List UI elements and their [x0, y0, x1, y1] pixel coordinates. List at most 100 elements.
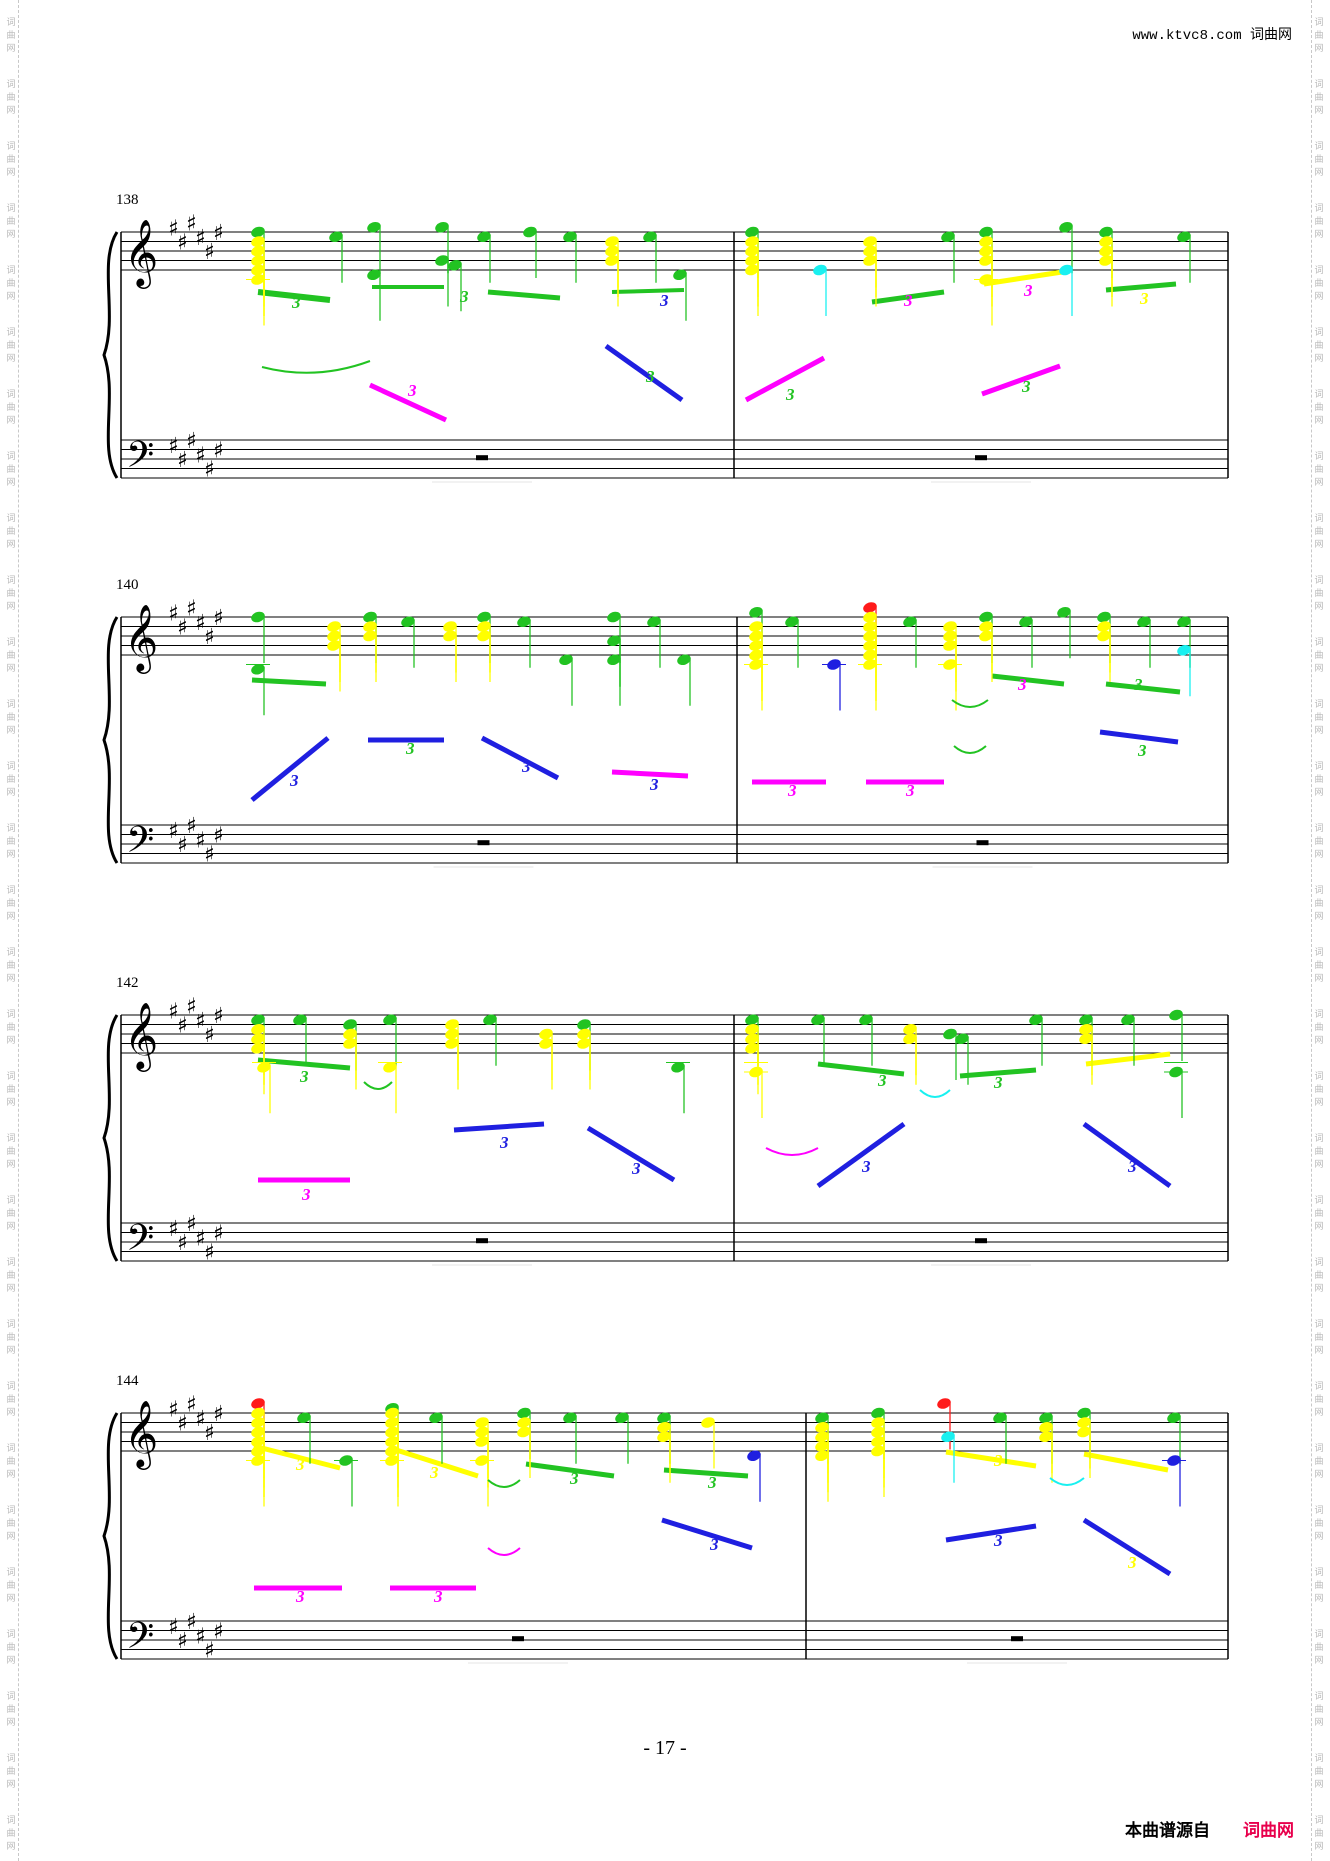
- watermark-char: 曲: [1314, 589, 1324, 599]
- watermark-char: 词: [1314, 1568, 1324, 1578]
- watermark-char: 词: [6, 824, 16, 834]
- watermark-char: 曲: [6, 775, 16, 785]
- key-sharp-icon: ♯: [195, 1009, 206, 1034]
- note-head: [871, 1407, 885, 1419]
- watermark-char: 词: [1314, 1754, 1324, 1764]
- key-sharp-icon: ♯: [213, 824, 224, 849]
- note-head: [943, 640, 957, 651]
- note-head: [251, 226, 265, 238]
- tuplet-number: 3: [289, 771, 299, 790]
- note-head: [1039, 1421, 1053, 1433]
- watermark-char: 曲: [1314, 713, 1324, 723]
- slur: [953, 745, 987, 754]
- measure-number: 140: [116, 577, 139, 593]
- note-head: [813, 264, 827, 276]
- watermark-char: 曲: [1314, 155, 1324, 165]
- note-beam: [1085, 1051, 1171, 1067]
- note-head: [1121, 1014, 1135, 1026]
- watermark-char: 曲: [6, 899, 16, 909]
- watermark-char: 词: [1314, 390, 1324, 400]
- watermark-char: 网: [1314, 416, 1324, 426]
- note-head: [657, 1431, 671, 1443]
- note-head: [979, 274, 993, 285]
- key-sharp-icon: ♯: [195, 443, 206, 468]
- watermark-char: 词: [1314, 700, 1324, 710]
- note-head: [657, 1421, 671, 1433]
- note-head: [701, 1417, 715, 1428]
- note-head: [607, 611, 621, 623]
- treble-clef-icon: 𝄞: [124, 1001, 158, 1072]
- watermark-char: 词: [1314, 1506, 1324, 1516]
- watermark-char: 词: [6, 1320, 16, 1330]
- note-head: [477, 621, 491, 632]
- note-head: [749, 649, 763, 661]
- watermark-char: 词: [1314, 328, 1324, 338]
- note-head: [1029, 1014, 1043, 1026]
- note-head: [1079, 1033, 1093, 1045]
- watermark-char: 词: [6, 1258, 16, 1268]
- treble-clef-icon: 𝄞: [124, 603, 158, 674]
- note-beam: [604, 343, 684, 403]
- watermark-char: 曲: [1314, 1271, 1324, 1281]
- note-head: [863, 236, 877, 247]
- key-sharp-icon: ♯: [177, 231, 188, 256]
- note-head: [577, 1019, 591, 1030]
- note-head: [745, 1033, 759, 1045]
- note-head: [673, 269, 687, 281]
- key-sharp-icon: ♯: [195, 226, 206, 251]
- tuplet-number: 3: [1023, 281, 1033, 300]
- watermark-char: 网: [6, 1346, 16, 1356]
- key-sharp-icon: ♯: [177, 616, 188, 641]
- whole-rest-icon: [476, 455, 488, 461]
- note-head: [941, 231, 955, 243]
- slur: [951, 699, 989, 708]
- key-sharp-icon: ♯: [186, 597, 197, 622]
- watermark-char: 网: [1314, 230, 1324, 240]
- watermark-char: 网: [1314, 106, 1324, 116]
- note-head: [563, 1412, 577, 1424]
- key-sharp-icon: ♯: [195, 1407, 206, 1432]
- note-beam: [480, 735, 560, 781]
- watermark-char: 词: [6, 1692, 16, 1702]
- note-head: [745, 1042, 759, 1054]
- note-head: [443, 630, 457, 642]
- watermark-char: 网: [6, 1160, 16, 1170]
- key-sharp-icon: ♯: [186, 429, 197, 454]
- watermark-char: 网: [1314, 1160, 1324, 1170]
- tuplet-number: 3: [787, 781, 797, 800]
- key-sharp-icon: ♯: [213, 439, 224, 464]
- note-beam: [1099, 729, 1179, 745]
- watermark-char: 网: [1314, 1842, 1324, 1852]
- tuplet-number: 3: [649, 775, 659, 794]
- whole-rest-icon: [476, 1238, 488, 1244]
- note-head: [903, 1023, 917, 1035]
- note-head: [367, 221, 381, 233]
- watermark-char: 网: [1314, 292, 1324, 302]
- note-head: [517, 616, 531, 628]
- note-head: [1077, 1417, 1091, 1428]
- note-head: [251, 1426, 265, 1438]
- watermark-char: 网: [6, 168, 16, 178]
- note-head: [293, 1014, 307, 1026]
- slur: [261, 360, 371, 374]
- note-head: [577, 1038, 591, 1049]
- note-head: [903, 1033, 917, 1045]
- whole-rest-icon: [976, 840, 989, 846]
- note-head: [863, 649, 877, 661]
- tuplet-number: 3: [291, 293, 301, 312]
- watermark-char: 曲: [1314, 1209, 1324, 1219]
- watermark-char: 词: [6, 1444, 16, 1454]
- note-head: [367, 269, 381, 281]
- note-head: [297, 1412, 311, 1424]
- watermark-char: 词: [6, 1134, 16, 1144]
- note-head: [251, 1023, 265, 1035]
- watermark-char: 词: [1314, 824, 1324, 834]
- bass-clef-icon: 𝄢: [126, 1217, 154, 1268]
- note-beam: [981, 363, 1061, 397]
- note-head: [251, 1455, 265, 1466]
- key-sharp-icon: ♯: [195, 1226, 206, 1251]
- note-head: [745, 236, 759, 247]
- watermark-char: 曲: [1314, 527, 1324, 537]
- tuplet-number: 3: [993, 1531, 1003, 1550]
